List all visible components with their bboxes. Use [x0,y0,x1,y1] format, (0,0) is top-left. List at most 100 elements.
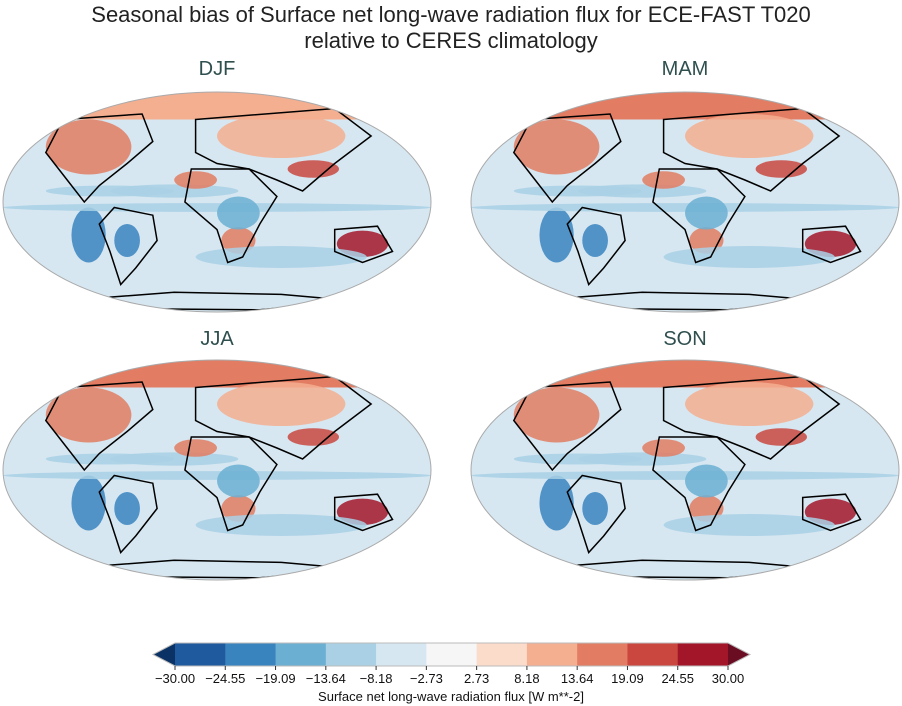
bias-region [471,471,899,480]
colorbar-bin [426,643,478,666]
coastline [566,474,626,554]
bias-region [642,439,685,457]
bias-region [287,428,339,446]
map-panel-son [470,359,900,581]
bias-region [471,203,899,212]
figure-title-line1: Seasonal bias of Surface net long-wave r… [91,2,811,27]
colorbar-bin [677,643,729,666]
coastline [98,206,158,286]
coastline [184,168,278,264]
colorbar-under-extend [153,643,175,666]
arctic-bias-band [3,92,431,120]
map-panel-mam [470,91,900,313]
bias-region [539,475,574,531]
bias-region [3,203,431,212]
colorbar-bin [627,643,679,666]
colorbar-bin [476,643,528,666]
coastline [801,225,862,264]
coastline [566,206,626,286]
coastline [98,474,158,554]
colorbar-tick-label: 8.18 [514,671,540,686]
bias-region [685,114,814,158]
colorbar-tick-label: 2.73 [463,671,490,686]
bias-region [217,382,346,426]
figure-title-line2: relative to CERES climatology [304,28,598,53]
bias-region [287,160,339,178]
bias-region [663,514,835,536]
colorbar-bin [376,643,427,666]
colorbar-bin [175,643,226,666]
bias-region [174,171,218,189]
coastline [44,381,154,472]
coastline [652,436,746,532]
bias-region [582,492,608,525]
colorbar-bin [526,643,578,666]
bias-region [642,171,685,189]
map-border [2,359,432,581]
panel-title-jja: JJA [200,328,234,350]
map-border [470,91,900,313]
colorbar-tick-label: −8.18 [359,671,393,686]
bias-region [755,160,807,178]
bias-region [174,439,218,457]
colorbar-tick-label: −2.73 [409,671,443,686]
bias-region [3,471,431,480]
bias-region [217,464,260,498]
colorbar-tick-label: −13.64 [305,671,346,686]
colorbar-tick-label: −30.00 [154,671,196,686]
panel-title-mam: MAM [661,58,709,80]
bias-region [513,185,643,197]
bias-region [217,196,260,230]
bias-region [663,246,835,268]
bias-region [71,475,106,531]
arctic-bias-band [471,360,899,388]
bias-region [45,185,175,197]
bias-region [513,119,600,175]
bias-region [336,230,389,257]
bias-region [45,387,132,443]
bias-region [114,224,140,257]
bias-region [45,453,175,465]
colorbar-label: Surface net long-wave radiation flux [W … [318,689,584,704]
arctic-bias-band [3,360,431,388]
bias-region [685,382,814,426]
bias-region [539,207,574,263]
colorbar-tick-label: 19.09 [611,671,644,686]
bias-region [513,387,600,443]
colorbar-bin [225,643,277,666]
coastline [512,381,622,472]
coastline [333,225,394,264]
colorbar-tick-label: 24.55 [661,671,694,686]
colorbar-tick-label: −19.09 [255,671,296,686]
coastline [662,107,841,192]
bias-region [582,224,608,257]
colorbar-bin [275,643,327,666]
panel-title-djf: DJF [198,58,236,80]
coastline [194,375,373,460]
coastline [194,107,373,192]
colorbar-over-extend [728,643,750,666]
colorbar-bin [325,643,377,666]
arctic-bias-band [471,92,899,120]
coastline [801,493,862,532]
bias-region [804,230,857,257]
map-border [2,91,432,313]
bias-region [195,246,367,268]
colorbar [151,642,752,670]
colorbar-tick-label: 30.00 [711,671,745,686]
map-panel-djf [2,91,432,313]
bias-region [755,428,807,446]
bias-region [685,464,728,498]
panel-title-son: SON [663,328,707,350]
coastline [333,493,394,532]
coastline [512,113,622,204]
coastline [184,436,278,532]
bias-region [45,119,132,175]
colorbar-tick-label: 13.64 [560,671,594,686]
bias-region [685,196,728,230]
coastline [652,168,746,264]
bias-region [513,453,643,465]
bias-region [71,207,106,263]
bias-region [195,514,367,536]
